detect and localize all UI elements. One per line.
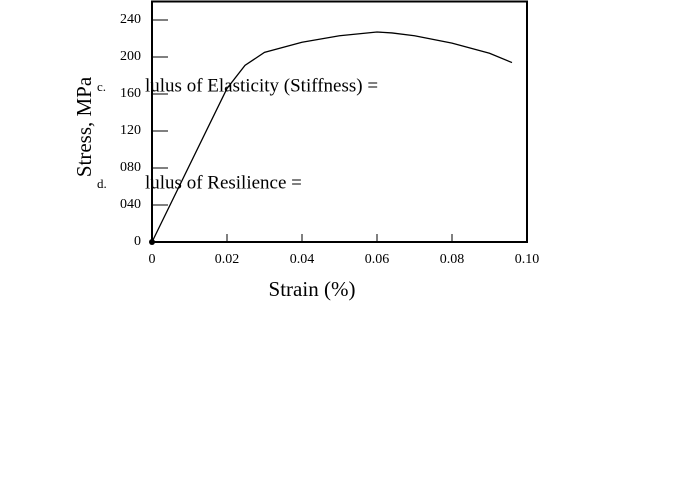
y-tick-label: 040 [120,197,141,212]
y-tick-label: 240 [120,12,141,27]
y-axis-title: Stress, MPa [72,76,96,177]
annotation-marker: c. [97,79,106,94]
y-tick-label: 120 [120,123,141,138]
x-tick-label: 0.02 [215,252,240,267]
x-tick-label: 0.04 [290,252,315,267]
y-tick-label: 0 [134,234,141,249]
x-tick-label: 0.10 [515,252,540,267]
x-tick-label: 0.06 [365,252,390,267]
x-tick-label: 0 [149,252,156,267]
annotation-marker: d. [97,176,107,191]
y-tick-label: 160 [120,86,141,101]
stress-strain-curve [151,31,513,243]
annotation-text: lulus of Elasticity (Stiffness) = [145,75,378,96]
x-tick-label: 0.08 [440,252,465,267]
plot-frame [151,0,528,243]
x-axis-title: Strain (%) [269,277,356,301]
y-tick-label: 200 [120,49,141,64]
annotation-text: lulus of Resilience = [145,172,302,193]
origin-point [149,239,155,245]
y-tick-label: 080 [120,160,141,175]
